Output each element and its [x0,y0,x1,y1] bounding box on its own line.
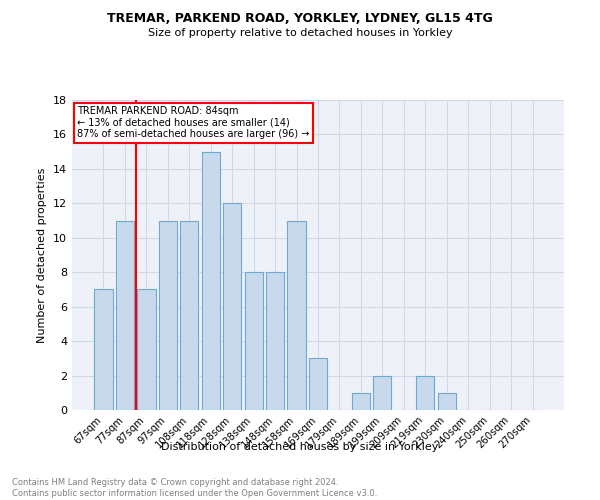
Bar [287,220,305,410]
Bar [309,358,327,410]
Bar [437,393,456,410]
Text: Size of property relative to detached houses in Yorkley: Size of property relative to detached ho… [148,28,452,38]
Bar [245,272,263,410]
Bar [180,220,199,410]
Bar [266,272,284,410]
Bar [94,290,113,410]
Y-axis label: Number of detached properties: Number of detached properties [37,168,47,342]
Bar [223,204,241,410]
Text: Contains HM Land Registry data © Crown copyright and database right 2024.
Contai: Contains HM Land Registry data © Crown c… [12,478,377,498]
Bar [137,290,155,410]
Text: Distribution of detached houses by size in Yorkley: Distribution of detached houses by size … [161,442,439,452]
Text: TREMAR, PARKEND ROAD, YORKLEY, LYDNEY, GL15 4TG: TREMAR, PARKEND ROAD, YORKLEY, LYDNEY, G… [107,12,493,26]
Bar [416,376,434,410]
Bar [159,220,177,410]
Text: TREMAR PARKEND ROAD: 84sqm
← 13% of detached houses are smaller (14)
87% of semi: TREMAR PARKEND ROAD: 84sqm ← 13% of deta… [77,106,309,140]
Bar [202,152,220,410]
Bar [116,220,134,410]
Bar [373,376,391,410]
Bar [352,393,370,410]
